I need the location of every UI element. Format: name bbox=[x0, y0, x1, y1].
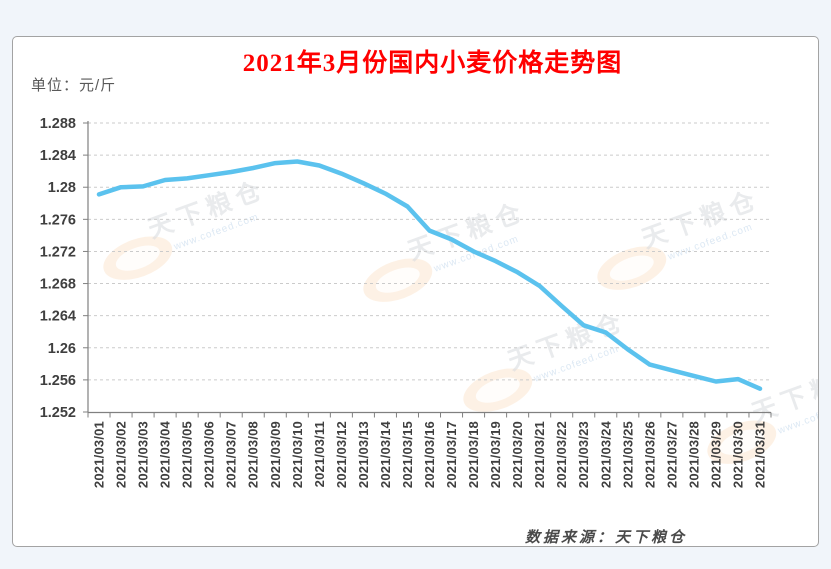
x-axis-label: 2021/03/13 bbox=[356, 421, 371, 488]
y-axis-label: 1.252 bbox=[40, 405, 76, 421]
x-axis-label: 2021/03/25 bbox=[620, 421, 635, 488]
data-source-label: 数据来源：天下粮仓 bbox=[525, 530, 688, 546]
y-axis-label: 1.276 bbox=[40, 212, 76, 228]
x-axis-label: 2021/03/07 bbox=[224, 421, 239, 488]
x-axis-label: 2021/03/04 bbox=[158, 420, 173, 488]
x-axis-label: 2021/03/01 bbox=[92, 421, 107, 488]
x-axis-label: 2021/03/26 bbox=[642, 421, 657, 488]
x-axis-label: 2021/03/29 bbox=[708, 421, 723, 488]
x-axis-label: 2021/03/22 bbox=[554, 421, 569, 488]
unit-label: 单位：元/斤 bbox=[31, 77, 117, 94]
x-axis-label: 2021/03/10 bbox=[290, 421, 305, 488]
x-axis-label: 2021/03/09 bbox=[268, 421, 283, 488]
y-axis-label: 1.272 bbox=[40, 244, 76, 260]
page-title: 2021年3月份国内小麦价格走势图 bbox=[242, 50, 623, 77]
x-axis-label: 2021/03/16 bbox=[422, 421, 437, 488]
watermark-logo-inner bbox=[609, 255, 654, 281]
x-axis-label: 2021/03/24 bbox=[598, 420, 613, 488]
watermark-logo bbox=[463, 368, 533, 412]
watermark-logo-inner bbox=[475, 377, 520, 403]
watermark-logo bbox=[363, 258, 433, 302]
x-axis-label: 2021/03/11 bbox=[312, 421, 327, 487]
watermark-logo-inner bbox=[375, 267, 420, 293]
x-axis-label: 2021/03/03 bbox=[136, 421, 151, 488]
x-axis-label: 2021/03/02 bbox=[114, 421, 129, 488]
y-axis-label: 1.28 bbox=[48, 180, 76, 196]
x-axis-label: 2021/03/06 bbox=[202, 421, 217, 488]
y-axis-label: 1.268 bbox=[40, 277, 76, 293]
x-axis-label: 2021/03/20 bbox=[510, 421, 525, 488]
x-axis-label: 2021/03/12 bbox=[334, 421, 349, 488]
x-axis-label: 2021/03/31 bbox=[752, 421, 767, 488]
x-axis-label: 2021/03/19 bbox=[488, 421, 503, 488]
watermark-logo bbox=[597, 246, 667, 290]
y-axis-label: 1.256 bbox=[40, 373, 76, 389]
price-line bbox=[96, 159, 763, 391]
x-axis-label: 2021/03/30 bbox=[730, 421, 745, 488]
x-axis-label: 2021/03/15 bbox=[400, 421, 415, 488]
x-axis-label: 2021/03/23 bbox=[576, 421, 591, 488]
watermark-logo bbox=[707, 420, 777, 464]
x-axis-label: 2021/03/05 bbox=[180, 421, 195, 488]
x-axis-label: 2021/03/18 bbox=[466, 421, 481, 488]
y-axis-label: 1.26 bbox=[48, 341, 76, 357]
y-axis-label: 1.288 bbox=[40, 116, 76, 132]
x-axis-label: 2021/03/14 bbox=[378, 420, 393, 488]
x-axis-label: 2021/03/27 bbox=[664, 421, 679, 488]
x-axis-label: 2021/03/28 bbox=[686, 421, 701, 488]
watermark-logo bbox=[103, 236, 173, 280]
x-axis-label: 2021/03/21 bbox=[532, 421, 547, 488]
y-axis-label: 1.284 bbox=[40, 148, 76, 164]
watermark-logo-inner bbox=[719, 429, 764, 455]
x-axis-label: 2021/03/17 bbox=[444, 421, 459, 488]
chart-card: 2021年3月份国内小麦价格走势图 单位：元/斤 天下粮仓 www.cofeed.… bbox=[12, 36, 831, 547]
x-axis-label: 2021/03/08 bbox=[246, 421, 261, 488]
y-axis-label: 1.264 bbox=[40, 309, 76, 325]
